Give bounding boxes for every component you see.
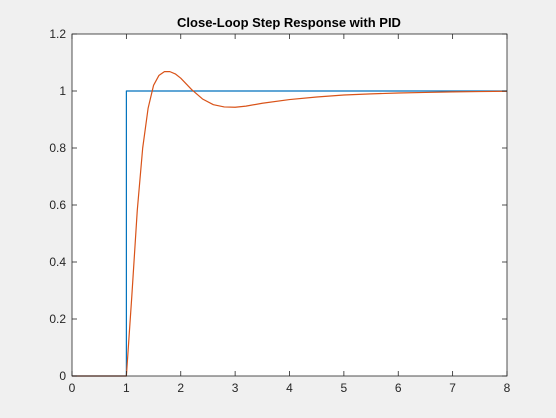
x-tick-label: 4 (286, 381, 293, 395)
y-tick-label: 0.8 (49, 141, 66, 155)
x-tick-label: 1 (123, 381, 130, 395)
y-tick-label: 1 (59, 84, 66, 98)
series-line-2 (72, 71, 508, 377)
y-tick-label: 0.6 (49, 198, 66, 212)
x-tick-label: 8 (504, 381, 511, 395)
x-tick-label: 2 (177, 381, 184, 395)
x-tick-label: 6 (395, 381, 402, 395)
y-tick-label: 1.2 (49, 27, 66, 41)
y-tick-label: 0.2 (49, 312, 66, 326)
x-tick-label: 5 (341, 381, 348, 395)
ticks-layer: 0 1 2 3 4 5 6 7 8 0 0.2 0.4 0.6 0.8 1 1.2 (49, 27, 510, 395)
chart-title: Close-Loop Step Response with PID (177, 15, 401, 30)
x-tick-label: 0 (69, 381, 76, 395)
x-tick-label: 7 (449, 381, 456, 395)
y-tick-label: 0.4 (49, 255, 66, 269)
x-tick-label: 3 (232, 381, 239, 395)
y-tick-label: 0 (59, 369, 66, 383)
